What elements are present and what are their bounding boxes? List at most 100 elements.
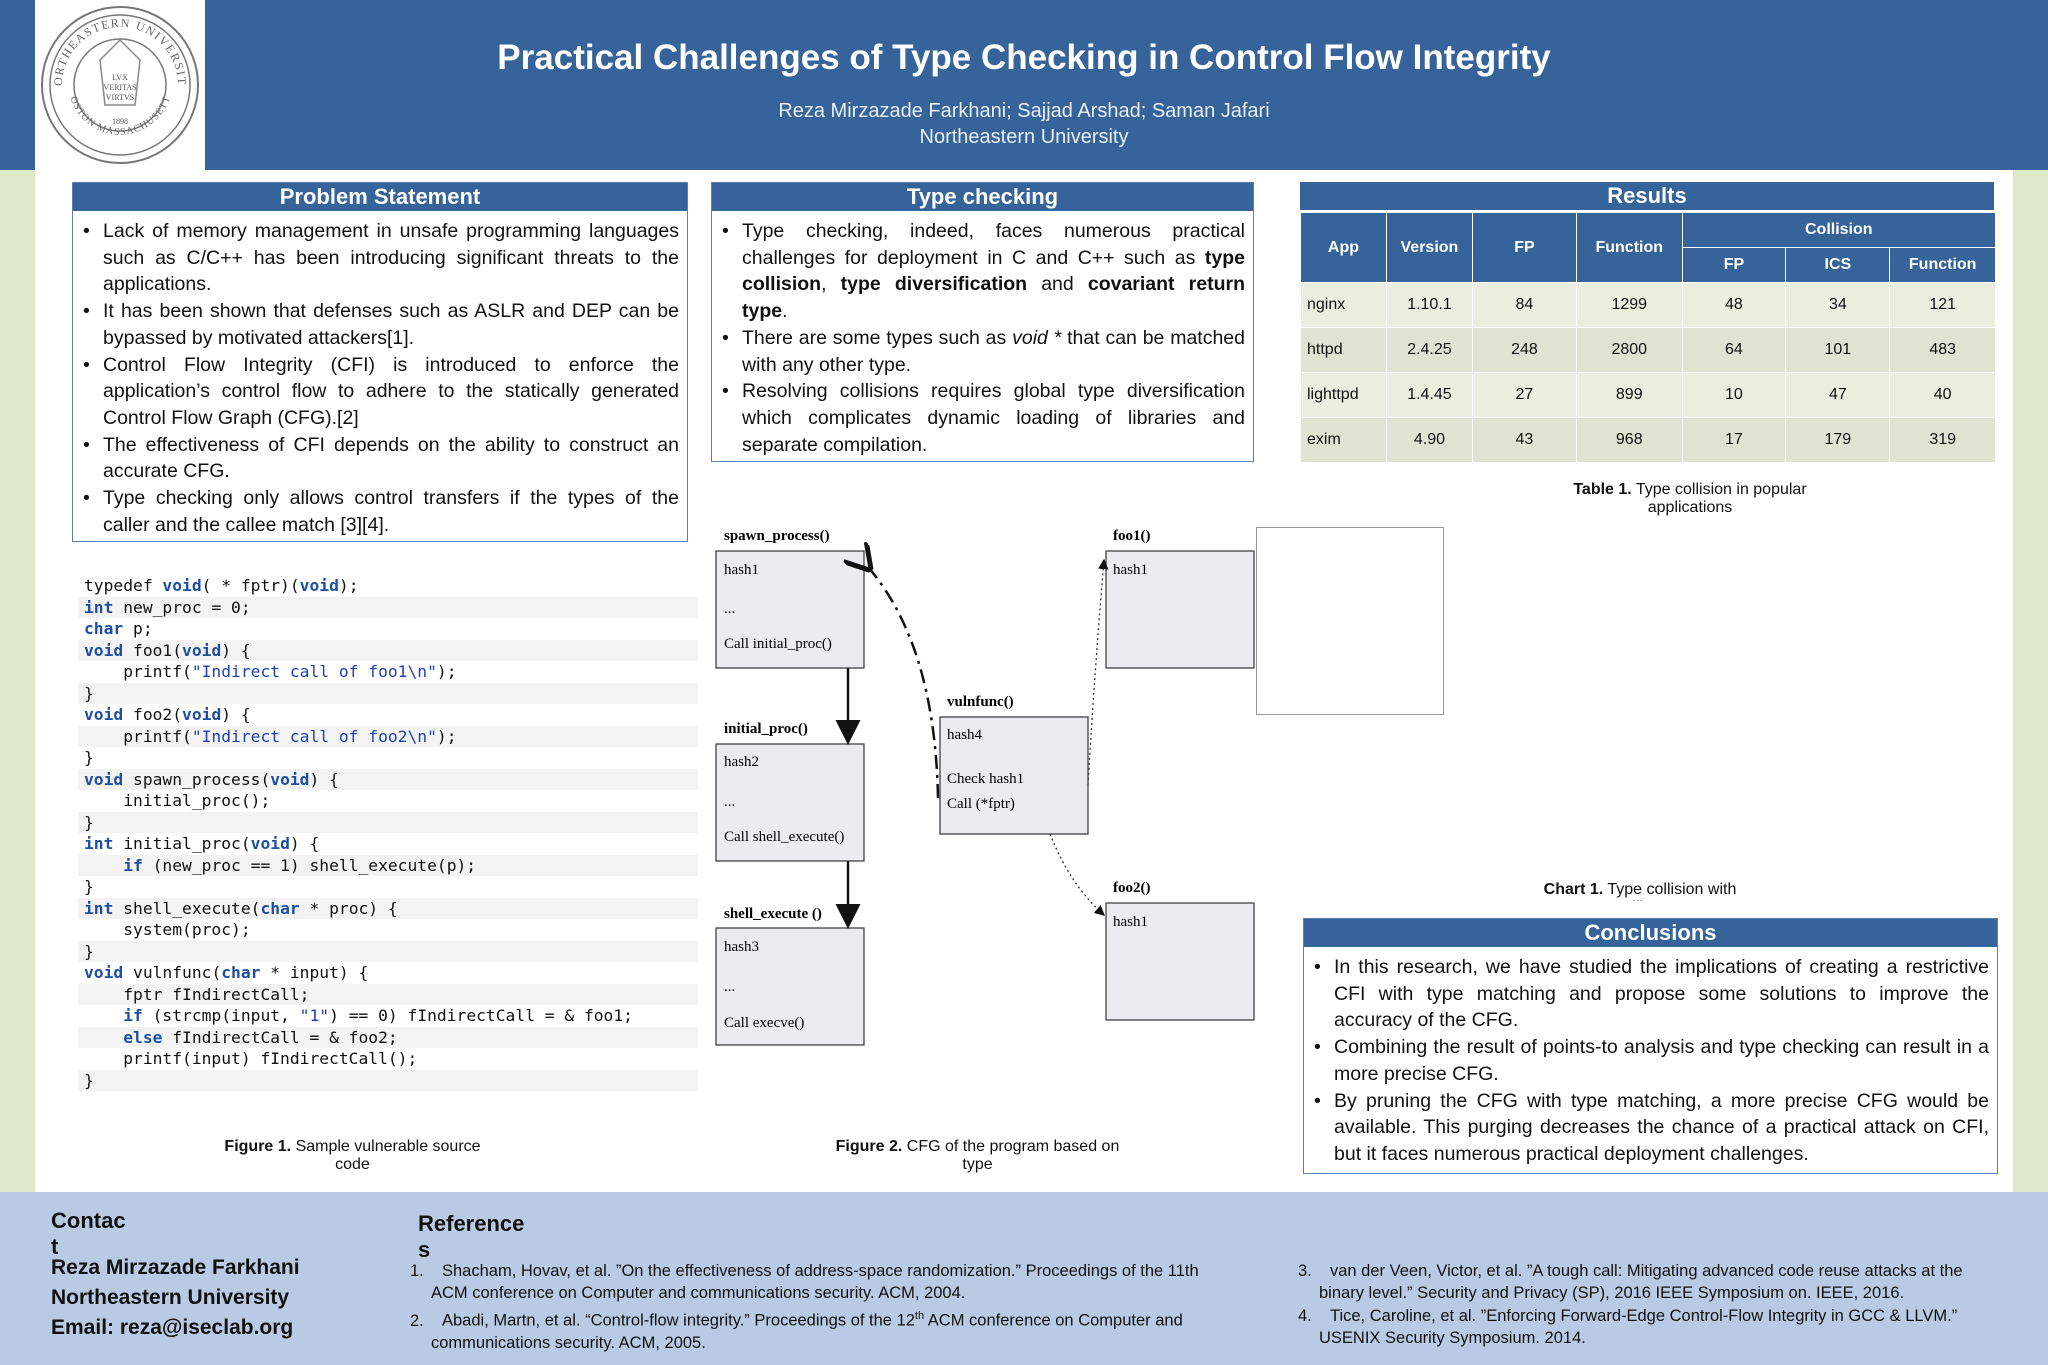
- node-initial-proc-call: Call shell_execute(): [724, 829, 844, 845]
- problem-statement-panel: Problem Statement Lack of memory managem…: [72, 182, 688, 542]
- table-row: lighttpd 1.4.45 27 899 10 47 40: [1300, 372, 1996, 418]
- cell-fp: 84: [1471, 282, 1577, 328]
- cell-c-ics: 34: [1785, 282, 1891, 328]
- node-vulnfunc-call: Call (*fptr): [947, 796, 1015, 812]
- node-initial-proc-name: initial_proc(): [724, 721, 808, 737]
- references-heading: Reference s: [418, 1211, 525, 1262]
- col-version: Version: [1385, 212, 1473, 283]
- conclusion-bullet-2: Combining the result of points-to analys…: [1308, 1034, 1989, 1087]
- reference-1: 1. Shacham, Hovav, et al. ”On the effecti…: [410, 1262, 1199, 1302]
- reference-3: 3. van der Veen, Victor, et al. ”A tough …: [1298, 1262, 1963, 1302]
- conclusions-title: Conclusions: [1304, 919, 1997, 947]
- code-line: printf("Indirect call of foo2\n");: [78, 725, 698, 747]
- code-line: int shell_execute(char * proc) {: [78, 897, 698, 919]
- col-collision-fp: FP: [1681, 247, 1787, 283]
- cell-c-fp: 17: [1681, 417, 1787, 463]
- seal-year: 1898: [112, 117, 128, 126]
- cell-app: exim: [1300, 417, 1387, 463]
- problem-statement-list: Lack of memory management in unsafe prog…: [77, 218, 679, 538]
- code-line: printf(input) fIndirectCall();: [78, 1048, 698, 1070]
- col-collision: Collision: [1681, 212, 1997, 248]
- cell-c-fp: 48: [1681, 282, 1787, 328]
- col-function: Function: [1575, 212, 1683, 283]
- chart-1-caption: Chart 1. Type collision withglibc: [1543, 881, 1737, 901]
- node-shell-execute-ellipsis: ...: [724, 979, 735, 995]
- cell-version: 1.4.45: [1385, 372, 1473, 418]
- cell-c-fp: 10: [1681, 372, 1787, 418]
- cell-c-ics: 179: [1785, 417, 1891, 463]
- problem-bullet-2: It has been shown that defenses such as …: [77, 298, 679, 351]
- code-line: initial_proc();: [78, 790, 698, 812]
- code-line: typedef void( * fptr)(void);: [78, 575, 698, 597]
- edge-vulnfunc-to-foo2: [1049, 833, 1105, 916]
- type-checking-title: Type checking: [712, 183, 1253, 211]
- conclusion-bullet-3: By pruning the CFG with type matching, a…: [1308, 1088, 1989, 1168]
- node-spawn-process: [715, 550, 865, 669]
- type-checking-list: Type checking, indeed, faces numerous pr…: [716, 218, 1245, 458]
- cell-c-ics: 101: [1785, 327, 1891, 373]
- node-foo2: [1105, 902, 1255, 1021]
- typecheck-bullet-1: Type checking, indeed, faces numerous pr…: [716, 218, 1245, 325]
- code-line: void foo1(void) {: [78, 639, 698, 661]
- chart-1-area: [1256, 527, 1444, 715]
- seal-motto-1: LVX: [112, 73, 128, 82]
- code-listing: typedef void( * fptr)(void); int new_proc…: [78, 575, 698, 1091]
- col-fp: FP: [1471, 212, 1577, 283]
- code-line: }: [78, 811, 698, 833]
- cell-c-function: 121: [1889, 282, 1996, 328]
- code-line: char p;: [78, 618, 698, 640]
- type-checking-panel: Type checking Type checking, indeed, fac…: [711, 182, 1254, 462]
- contact-organization: Northeastern University: [51, 1286, 290, 1309]
- code-line: }: [78, 940, 698, 962]
- problem-statement-title: Problem Statement: [73, 183, 687, 211]
- table-1-caption: Table 1. Type collision in popular applic…: [1573, 481, 1807, 516]
- poster-authors: Reza Mirzazade Farkhani; Sajjad Arshad; …: [778, 100, 1270, 122]
- node-foo2-hash: hash1: [1113, 914, 1148, 930]
- term-void-pointer: void *: [1012, 326, 1062, 349]
- node-shell-execute-name: shell_execute (): [724, 906, 822, 922]
- problem-bullet-3: Control Flow Integrity (CFI) is introduc…: [77, 352, 679, 432]
- node-vulnfunc: [939, 716, 1089, 835]
- term-type-diversification: type diversification: [840, 273, 1028, 296]
- code-line: else fIndirectCall = & foo2;: [78, 1026, 698, 1048]
- node-spawn-process-call: Call initial_proc(): [724, 636, 832, 652]
- term-covariant-return-type: covariant return type: [742, 273, 1245, 323]
- code-line: int initial_proc(void) {: [78, 833, 698, 855]
- results-panel: Results: [1300, 182, 1994, 210]
- cell-fp: 43: [1471, 417, 1577, 463]
- edge-vulnfunc-to-foo1: [1087, 558, 1109, 786]
- code-line: if (strcmp(input, "1") == 0) fIndirectCa…: [78, 1005, 698, 1027]
- cfg-diagram: spawn_process() hash1 ... Call initial_p…: [715, 528, 1255, 1046]
- node-spawn-process-name: spawn_process(): [724, 528, 830, 544]
- col-app: App: [1300, 212, 1387, 283]
- university-seal: NORTHEASTERN UNIVERSITY BOSTON MASSACHUS…: [30, 0, 205, 170]
- contact-name: Reza Mirzazade Farkhani: [51, 1256, 300, 1279]
- code-line: }: [78, 682, 698, 704]
- results-title: Results: [1300, 182, 1994, 210]
- cell-c-fp: 64: [1681, 327, 1787, 373]
- cell-app: httpd: [1300, 327, 1387, 373]
- cell-fp: 27: [1471, 372, 1577, 418]
- problem-bullet-4: The effectiveness of CFI depends on the …: [77, 432, 679, 485]
- contact-email[interactable]: Email: reza@iseclab.org: [51, 1316, 294, 1339]
- node-initial-proc: [715, 743, 865, 862]
- cell-c-function: 40: [1889, 372, 1996, 418]
- cell-c-function: 319: [1889, 417, 1996, 463]
- poster-title: Practical Challenges of Type Checking in…: [497, 38, 1551, 77]
- node-shell-execute: [715, 927, 865, 1046]
- poster-header: [0, 0, 2048, 170]
- code-line: printf("Indirect call of foo1\n");: [78, 661, 698, 683]
- cell-function: 899: [1575, 372, 1683, 418]
- conclusions-panel: Conclusions In this research, we have st…: [1303, 918, 1998, 1174]
- results-table-body: nginx 1.10.1 84 1299 48 34 121 httpd 2.4.25 248 28…: [1300, 282, 1996, 463]
- code-line: int new_proc = 0;: [78, 596, 698, 618]
- code-line: void spawn_process(void) {: [78, 768, 698, 790]
- problem-bullet-1: Lack of memory management in unsafe prog…: [77, 218, 679, 298]
- node-foo1-name: foo1(): [1113, 528, 1151, 544]
- node-vulnfunc-hash: hash4: [947, 727, 982, 743]
- table-row: exim 4.90 43 968 17 179 319: [1300, 417, 1996, 463]
- edge-vulnfunc-return-to-spawn: [868, 567, 940, 799]
- results-table: App Version FP Function Collision FP ICS…: [1300, 212, 1997, 463]
- code-line: if (new_proc == 1) shell_execute(p);: [78, 854, 698, 876]
- figure-1-caption: Figure 1. Sample vulnerable source code: [224, 1138, 481, 1173]
